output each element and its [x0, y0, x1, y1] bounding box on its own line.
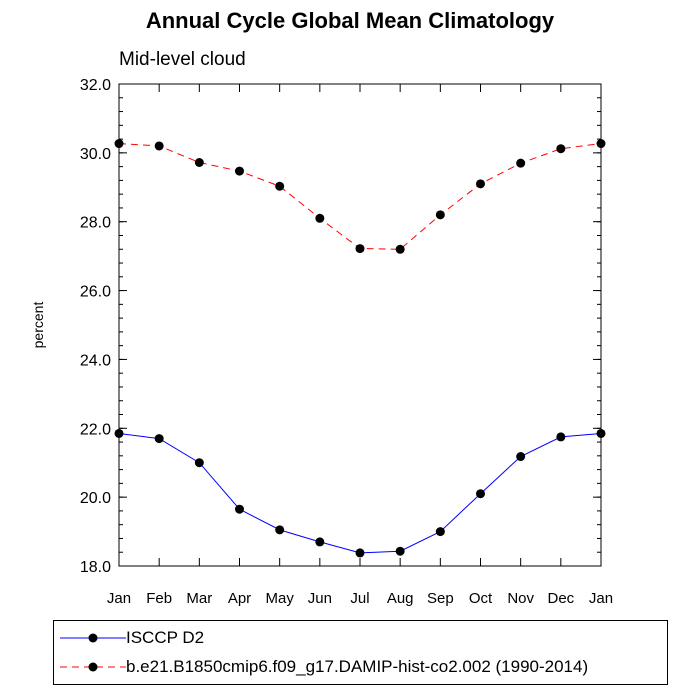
axis-ticks: 18.0 20.0 22.0 24.0 26.0 28.0 30.0 32.0 Jan Feb Ma… — [80, 77, 613, 607]
data-point — [235, 504, 244, 514]
x-tick-label: Jun — [308, 590, 332, 607]
legend-label-model: b.e21.B1850cmip6.f09_g17.DAMIP-hist-co2.… — [126, 657, 589, 676]
y-tick-label: 22.0 — [80, 421, 111, 438]
x-tick-label: Sep — [427, 590, 454, 607]
data-point — [435, 527, 445, 537]
data-point — [235, 166, 244, 176]
series-line-1 — [118, 143, 602, 250]
y-tick-label: 32.0 — [80, 77, 111, 94]
line-chart: 18.0 20.0 22.0 24.0 26.0 28.0 30.0 32.0 Jan Feb Ma… — [80, 77, 613, 607]
legend-entry-model: b.e21.B1850cmip6.f09_g17.DAMIP-hist-co2.… — [54, 654, 667, 680]
data-point — [516, 158, 526, 168]
x-tick-label: Aug — [387, 590, 414, 607]
chart-subtitle: Mid-level cloud — [119, 49, 246, 70]
x-tick-label: Feb — [146, 590, 172, 607]
data-point — [395, 244, 405, 254]
data-point — [476, 179, 485, 189]
data-point — [315, 213, 325, 223]
legend-entry-isccp: ISCCP D2 — [54, 625, 667, 651]
data-point — [315, 537, 325, 547]
data-point — [194, 157, 204, 167]
legend-swatch-model — [60, 662, 126, 672]
legend: ISCCP D2 b.e21.B1850cmip6.f09_g17.DAMIP-… — [53, 620, 668, 685]
data-point — [395, 546, 405, 556]
x-tick-label: Dec — [547, 590, 574, 607]
data-point — [476, 489, 485, 499]
legend-label-isccp: ISCCP D2 — [126, 628, 205, 647]
plot-frame — [118, 83, 602, 567]
y-tick-label: 20.0 — [80, 490, 111, 507]
data-point — [556, 432, 566, 442]
data-point — [275, 181, 285, 191]
x-tick-label: May — [265, 590, 294, 607]
data-point — [516, 452, 526, 462]
data-point — [154, 141, 164, 151]
chart-title: Annual Cycle Global Mean Climatology — [145, 8, 555, 33]
x-tick-label: Jan — [589, 590, 613, 607]
y-tick-label: 28.0 — [80, 215, 111, 232]
data-point — [194, 458, 204, 468]
y-tick-label: 26.0 — [80, 284, 111, 301]
legend-marker — [88, 633, 98, 643]
data-point — [275, 525, 285, 535]
legend-swatch-isccp — [60, 633, 126, 643]
y-tick-label: 24.0 — [80, 352, 111, 369]
x-tick-label: Jul — [350, 590, 369, 607]
minor-ticks — [119, 83, 601, 567]
x-tick-label: Oct — [469, 590, 493, 607]
legend-marker — [88, 662, 98, 672]
x-tick-label: Nov — [507, 590, 534, 607]
y-tick-label: 30.0 — [80, 146, 111, 163]
x-tick-label: Jan — [107, 590, 131, 607]
x-tick-label: Mar — [186, 590, 212, 607]
data-point — [556, 144, 566, 154]
data-point — [355, 244, 365, 254]
x-tick-label: Apr — [228, 590, 251, 607]
data-point — [435, 210, 445, 220]
series-line-0 — [118, 432, 602, 554]
series-layer — [114, 139, 606, 558]
y-tick-label: 18.0 — [80, 559, 111, 576]
data-point — [355, 548, 365, 558]
data-point — [154, 434, 164, 444]
